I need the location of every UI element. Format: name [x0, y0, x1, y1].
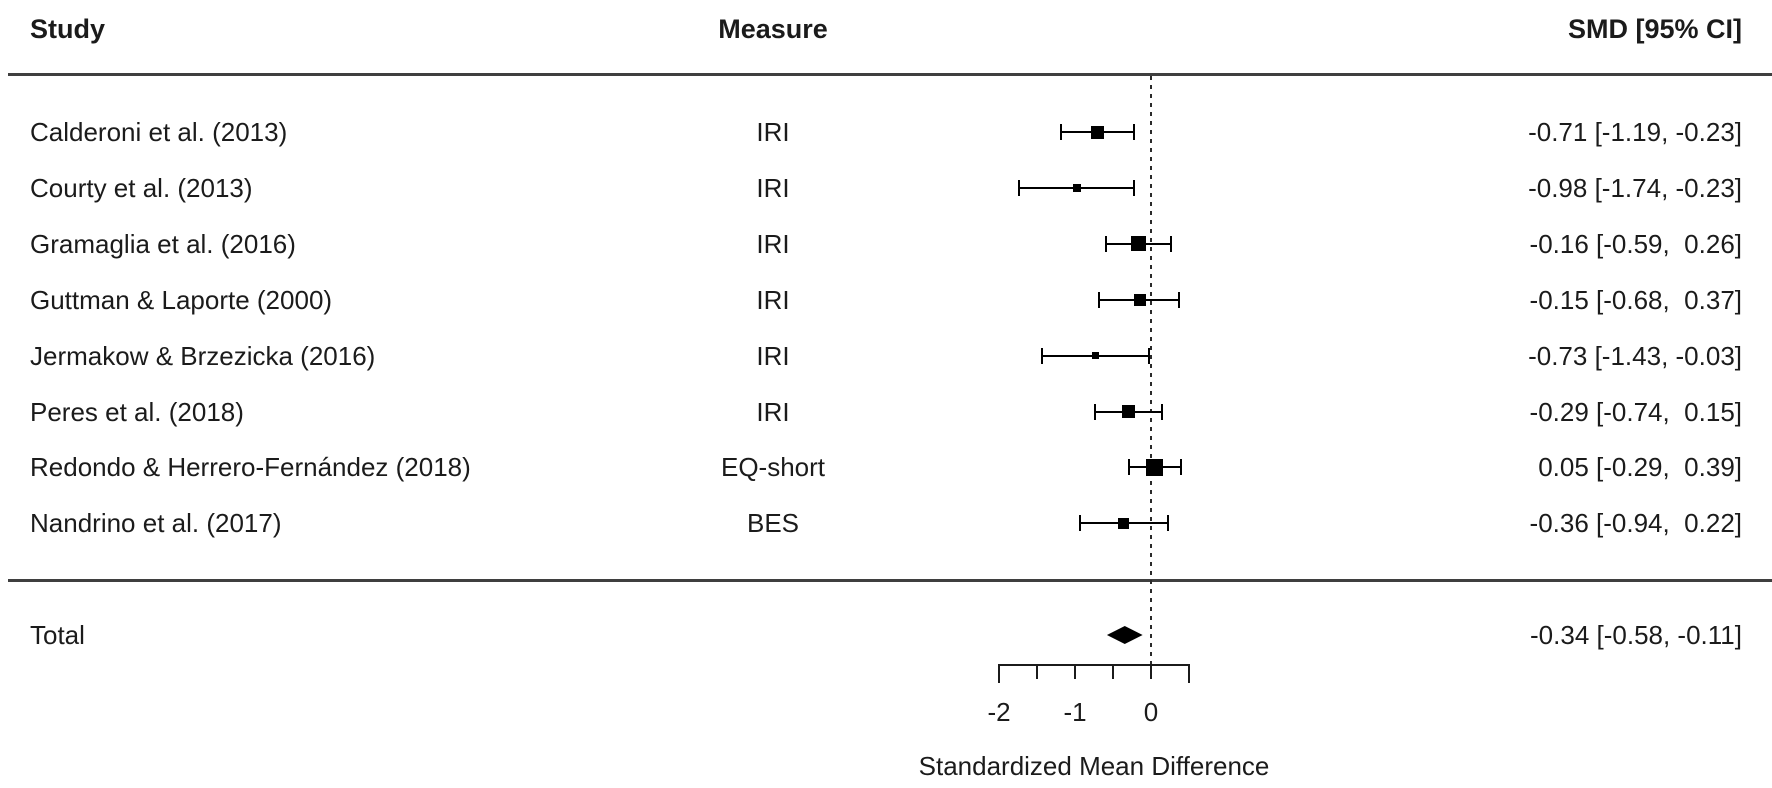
study-label: Peres et al. (2018): [30, 396, 244, 427]
column-header-measure: Measure: [718, 14, 828, 44]
separator-rule: [8, 579, 1772, 582]
smd-value: -0.71 [-1.19, -0.23]: [1528, 117, 1742, 147]
smd-value: 0.05 [-0.29, 0.39]: [1538, 452, 1742, 483]
ci-cap-left: [1017, 179, 1020, 196]
effect-square: [1146, 458, 1164, 476]
total-diamond: [1106, 626, 1143, 644]
measure-label: IRI: [756, 172, 790, 203]
smd-value: -0.29 [-0.74, 0.15]: [1529, 396, 1742, 427]
study-label: Courty et al. (2013): [30, 172, 253, 203]
effect-square: [1072, 183, 1081, 192]
top-rule: [8, 73, 1772, 76]
ci-cap-right: [1147, 347, 1150, 364]
smd-value: -0.15 [-0.68, 0.37]: [1529, 284, 1742, 315]
effect-square: [1122, 405, 1136, 418]
ci-cap-left: [1093, 403, 1096, 420]
effect-square: [1133, 293, 1146, 306]
ci-cap-right: [1178, 291, 1181, 308]
measure-label: IRI: [756, 396, 790, 427]
zero-reference-line: [1150, 76, 1152, 664]
effect-square: [1131, 236, 1147, 252]
x-axis-tick: [1036, 666, 1038, 679]
study-label: Redondo & Herrero-Fernández (2018): [30, 452, 471, 483]
ci-cap-left: [1098, 291, 1101, 308]
x-axis-tick-label: -2: [987, 697, 1011, 727]
x-axis-line: [998, 664, 1190, 666]
total-smd-value: -0.34 [-0.58, -0.11]: [1530, 620, 1742, 650]
measure-label: IRI: [756, 284, 790, 315]
measure-label: IRI: [756, 340, 790, 371]
smd-value: -0.36 [-0.94, 0.22]: [1529, 508, 1742, 539]
ci-cap-right: [1166, 515, 1169, 532]
x-axis-title: Standardized Mean Difference: [918, 751, 1270, 781]
ci-cap-left: [1059, 124, 1062, 140]
effect-square: [1118, 517, 1130, 529]
ci-cap-right: [1132, 124, 1135, 140]
x-axis-tick: [1188, 666, 1190, 683]
ci-cap-right: [1132, 179, 1135, 196]
study-label: Nandrino et al. (2017): [30, 508, 282, 539]
total-label: Total: [30, 620, 85, 650]
ci-cap-left: [1127, 459, 1130, 476]
measure-label: BES: [746, 508, 800, 539]
measure-label: IRI: [756, 117, 790, 147]
effect-square: [1092, 352, 1100, 360]
x-axis-tick: [998, 666, 1000, 683]
measure-label: EQ-short: [720, 452, 826, 483]
column-header-study: Study: [30, 14, 106, 44]
smd-value: -0.73 [-1.43, -0.03]: [1528, 340, 1742, 371]
study-label: Calderoni et al. (2013): [30, 117, 288, 147]
measure-label: IRI: [756, 228, 790, 259]
ci-cap-left: [1041, 347, 1044, 364]
ci-cap-left: [1105, 235, 1108, 252]
column-header-smd: SMD [95% CI]: [1567, 14, 1742, 44]
ci-cap-left: [1078, 515, 1081, 532]
study-label: Jermakow & Brzezicka (2016): [30, 340, 376, 371]
x-axis-tick-label: 0: [1143, 697, 1159, 727]
effect-square: [1090, 125, 1104, 139]
x-axis-tick: [1112, 666, 1114, 679]
smd-value: -0.16 [-0.59, 0.26]: [1529, 228, 1742, 259]
ci-cap-right: [1179, 459, 1182, 476]
ci-cap-right: [1169, 235, 1172, 252]
study-label: Gramaglia et al. (2016): [30, 228, 296, 259]
study-label: Guttman & Laporte (2000): [30, 284, 333, 315]
x-axis-tick: [1074, 666, 1076, 679]
smd-value: -0.98 [-1.74, -0.23]: [1528, 172, 1742, 203]
x-axis-tick: [1150, 666, 1152, 679]
ci-cap-right: [1161, 403, 1164, 420]
x-axis-tick-label: -1: [1063, 697, 1087, 727]
